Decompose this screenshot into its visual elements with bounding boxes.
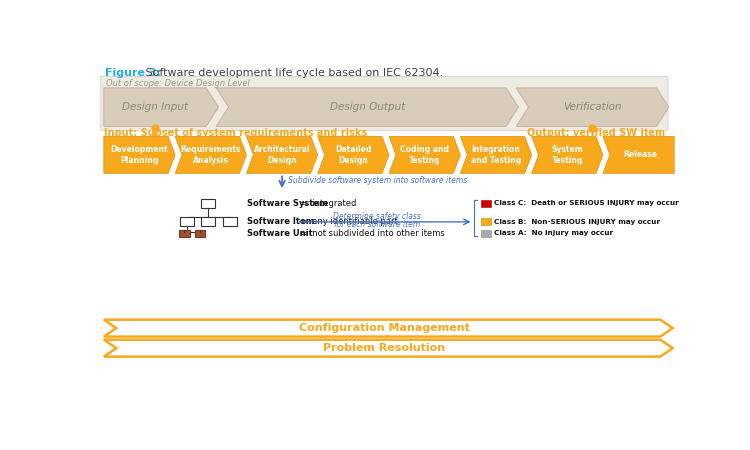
Text: System
Testing: System Testing <box>551 145 583 165</box>
Text: Class A:  No injury may occur: Class A: No injury may occur <box>494 230 613 236</box>
Text: Problem Resolution: Problem Resolution <box>323 343 446 353</box>
Text: Software development life cycle based on IEC 62304.: Software development life cycle based on… <box>142 68 443 78</box>
Bar <box>180 217 194 226</box>
Text: Determine safety class: Determine safety class <box>334 212 422 221</box>
Polygon shape <box>104 320 673 337</box>
Text: ⇦  any identifiable part: ⇦ any identifiable part <box>300 217 398 226</box>
Polygon shape <box>247 136 318 173</box>
Polygon shape <box>532 136 603 173</box>
Text: ⇦  not subdivided into other items: ⇦ not subdivided into other items <box>300 229 445 238</box>
Text: Coding and
Testing: Coding and Testing <box>400 145 449 165</box>
Polygon shape <box>104 88 218 126</box>
Text: Class C:  Death or SERIOUS INJURY may occur: Class C: Death or SERIOUS INJURY may occ… <box>494 200 679 207</box>
Text: Subdivide software system into software items: Subdivide software system into software … <box>288 176 467 185</box>
Text: Development
Planning: Development Planning <box>111 145 168 165</box>
Text: Input: Subset of system requirements and risks: Input: Subset of system requirements and… <box>104 128 367 138</box>
Text: Class B:  Non-SERIOUS INJURY may occur: Class B: Non-SERIOUS INJURY may occur <box>494 219 660 225</box>
Polygon shape <box>603 136 674 173</box>
Polygon shape <box>175 136 247 173</box>
Polygon shape <box>216 88 518 126</box>
Text: Release: Release <box>623 150 657 159</box>
Text: Verification: Verification <box>563 102 622 112</box>
Polygon shape <box>460 136 532 173</box>
Bar <box>482 200 491 207</box>
Text: Software Unit: Software Unit <box>248 229 313 238</box>
Bar <box>224 217 237 226</box>
Bar <box>202 199 215 208</box>
Text: ⇦  integrated: ⇦ integrated <box>300 199 356 208</box>
Bar <box>482 230 491 237</box>
Polygon shape <box>318 136 389 173</box>
Text: Configuration Management: Configuration Management <box>299 323 470 333</box>
FancyBboxPatch shape <box>100 76 668 130</box>
Text: Architectural
Design: Architectural Design <box>254 145 310 165</box>
Polygon shape <box>104 136 175 173</box>
Text: Output: verified SW item: Output: verified SW item <box>526 128 665 138</box>
Text: Detailed
Design: Detailed Design <box>335 145 372 165</box>
Bar <box>202 217 215 226</box>
Text: Figure 3:: Figure 3: <box>105 68 161 78</box>
Text: Integration
and Testing: Integration and Testing <box>471 145 521 165</box>
Text: Requirements
Analysis: Requirements Analysis <box>181 145 241 165</box>
Bar <box>194 230 206 237</box>
Text: Out of scope: Device Design Level: Out of scope: Device Design Level <box>106 79 250 88</box>
Polygon shape <box>516 88 669 126</box>
Bar <box>482 218 491 225</box>
Text: Software Item: Software Item <box>248 217 314 226</box>
Polygon shape <box>104 340 673 356</box>
Bar <box>179 230 190 237</box>
Text: Design Input: Design Input <box>122 102 188 112</box>
Text: Software System: Software System <box>248 199 328 208</box>
Text: for each software item: for each software item <box>334 220 421 230</box>
Polygon shape <box>389 136 460 173</box>
Text: Design Output: Design Output <box>330 102 405 112</box>
